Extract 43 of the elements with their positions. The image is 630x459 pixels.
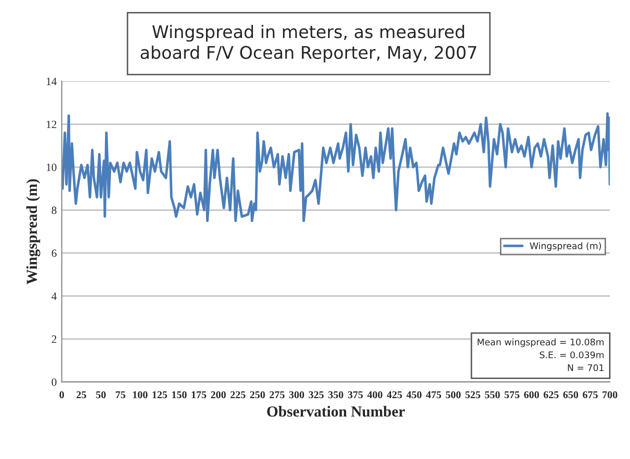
x-tick-label: 375 xyxy=(348,391,363,398)
x-tick-label: 600 xyxy=(524,391,539,398)
x-tick-label: 25 xyxy=(76,391,86,398)
y-axis-title: Wingspread (m) xyxy=(26,179,40,284)
x-tick-label: 625 xyxy=(544,391,559,398)
x-tick-label: 275 xyxy=(270,391,284,398)
legend-label: Wingspread (m) xyxy=(530,242,601,251)
x-tick-label: 0 xyxy=(60,391,64,398)
x-tick-label: 475 xyxy=(426,391,442,398)
y-tick-label: 2 xyxy=(52,335,56,343)
x-tick-label: 100 xyxy=(133,391,148,398)
x-tick-label: 425 xyxy=(386,391,402,398)
x-tick-label: 450 xyxy=(406,391,422,398)
x-tick-label: 250 xyxy=(250,391,265,398)
y-tick-label: 8 xyxy=(52,206,56,214)
x-tick-label: 175 xyxy=(192,391,206,398)
x-tick-label: 650 xyxy=(563,391,578,398)
x-tick-label: 75 xyxy=(116,391,126,398)
y-tick-label: 4 xyxy=(52,292,57,300)
x-tick-label: 200 xyxy=(210,391,226,398)
x-tick-label: 575 xyxy=(504,391,520,398)
line-series xyxy=(62,112,610,222)
x-tick-label: 225 xyxy=(230,391,246,398)
y-tick-label: 10 xyxy=(46,164,56,172)
y-tick-label: 12 xyxy=(46,120,56,128)
y-tick-label: 6 xyxy=(52,250,57,258)
x-tick-label: 325 xyxy=(308,391,324,398)
x-tick-label: 125 xyxy=(152,391,168,398)
x-tick-label: 700 xyxy=(602,391,618,398)
x-tick-label: 150 xyxy=(172,391,187,398)
y-tick-label: 0 xyxy=(52,378,56,386)
annotation: Mean wingspread = 10.08m S.E. = 0.039m N = 701 xyxy=(478,338,604,372)
x-tick-label: 400 xyxy=(367,391,382,398)
chart-title: Wingspread in meters, as measured aboard F/V Ocean Reporter, May, 2007 xyxy=(140,24,476,62)
x-axis-title: Observation Number xyxy=(267,406,405,417)
x-tick-label: 550 xyxy=(484,391,500,398)
x-tick-label: 675 xyxy=(582,391,598,398)
x-tick-label: 525 xyxy=(465,391,480,398)
x-tick-label: 50 xyxy=(96,391,106,398)
x-tick-label: 300 xyxy=(289,391,304,398)
y-tick-label: 14 xyxy=(46,78,57,86)
x-tick-label: 500 xyxy=(446,391,461,398)
x-tick-label: 350 xyxy=(328,391,344,398)
